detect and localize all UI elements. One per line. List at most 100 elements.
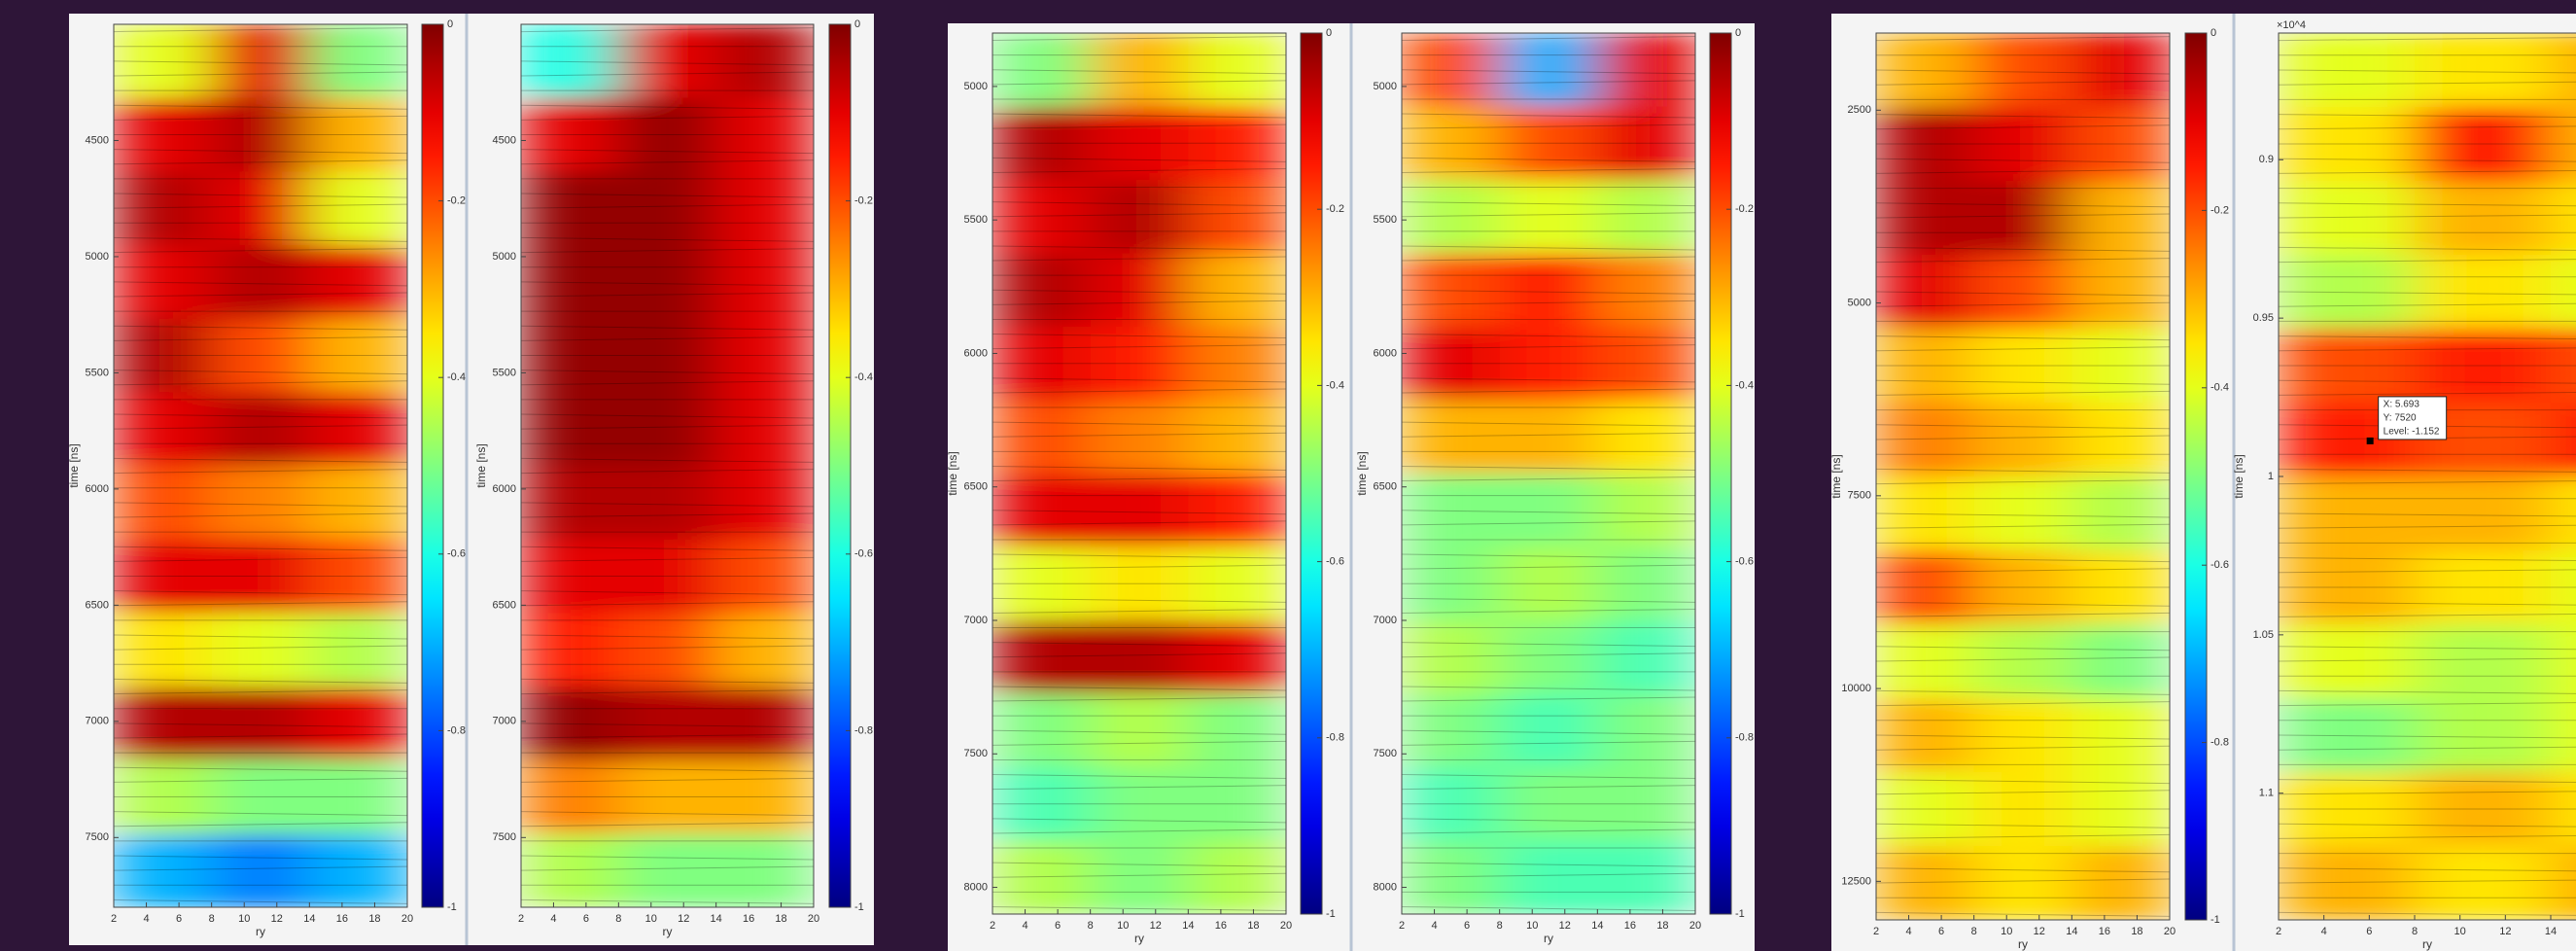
colorbar-tick-label: -0.2 (1326, 203, 1344, 215)
heatmap-cell (212, 245, 310, 319)
heatmap-cell (618, 466, 716, 540)
y-axis-label: time [ns] (474, 443, 488, 487)
colorbar-tick-label: -0.2 (1735, 203, 1754, 215)
y-tick-label: 1.1 (2259, 788, 2274, 799)
x-tick-label: 20 (2164, 926, 2176, 937)
y-tick-label: 10000 (1841, 683, 1871, 694)
heatmap-cell (1597, 254, 1695, 328)
y-tick-label: 0.95 (2253, 312, 2274, 324)
x-tick-label: 2 (1399, 920, 1405, 932)
colorbar-tick-label: -0.8 (854, 724, 873, 736)
x-tick-label: 14 (711, 913, 722, 925)
x-tick-label: 4 (1022, 920, 1027, 932)
y-axis-label: time [ns] (1355, 451, 1369, 495)
heatmap-cell (2415, 698, 2552, 773)
x-tick-label: 4 (1905, 926, 1911, 937)
heatmap-cell (212, 613, 310, 687)
y-tick-label: 5500 (964, 214, 988, 226)
y-tick-label: 1 (2268, 471, 2274, 482)
x-tick-label: 10 (2454, 926, 2466, 937)
y-axis-label: time [ns] (1829, 454, 1843, 498)
x-tick-label: 12 (1559, 920, 1571, 932)
x-tick-label: 16 (2099, 926, 2110, 937)
heatmap-cell (1091, 694, 1189, 768)
colorbar-tick-label: -0.2 (447, 195, 466, 207)
heatmap-cell (716, 245, 815, 319)
heatmap-cell (212, 171, 310, 245)
heatmap-cell (1500, 841, 1598, 915)
colorbar-tick-label: -0.4 (447, 371, 466, 383)
heatmap-cells (1402, 33, 1696, 915)
y-tick-label: 6500 (1374, 481, 1397, 493)
y-tick-label: 6500 (86, 599, 109, 611)
heatmap-cell (2551, 698, 2576, 773)
colorbar-tick-label: -0.2 (854, 195, 873, 207)
x-tick-label: 12 (1150, 920, 1162, 932)
y-axis-label: time [ns] (946, 451, 959, 495)
heatmap-cell (1500, 180, 1598, 254)
y-tick-label: 5000 (1374, 81, 1397, 92)
x-tick-label: 4 (1431, 920, 1437, 932)
colorbar-tick-label: -0.4 (1326, 379, 1344, 391)
y-axis-label: time [ns] (67, 443, 81, 487)
x-tick-label: 20 (1689, 920, 1701, 932)
x-tick-label: 8 (1497, 920, 1503, 932)
heatmap-cell (716, 466, 815, 540)
x-axis-label: ry (2422, 937, 2432, 951)
heatmap-area (2279, 33, 2576, 921)
heatmap-cell (716, 24, 815, 98)
heatmap-cell (1091, 620, 1189, 694)
colorbar-tick-label: -0.8 (2210, 737, 2229, 749)
x-tick-label: 2 (518, 913, 524, 925)
colorbar-tick-label: 0 (854, 18, 860, 30)
y-tick-label: 2500 (1848, 104, 1871, 116)
y-tick-label: 5500 (1374, 214, 1397, 226)
heatmap-cell (1974, 698, 2072, 773)
y-tick-label: 6000 (493, 483, 516, 495)
x-tick-label: 4 (2321, 926, 2327, 937)
heatmap-cell (1500, 620, 1598, 694)
colorbar-tick-label: 0 (447, 18, 453, 30)
y-tick-label: 6000 (964, 347, 988, 359)
heatmap-cell (1597, 694, 1695, 768)
heatmap-cell (1597, 33, 1695, 107)
y-tick-label: 7000 (964, 615, 988, 626)
heatmap-cell (2415, 181, 2552, 256)
colorbar-tick-label: 0 (2210, 27, 2216, 39)
x-tick-label: 10 (1526, 920, 1538, 932)
x-tick-label: 2 (111, 913, 117, 925)
heatmap-cells (521, 24, 815, 908)
y-tick-label: 5000 (1848, 297, 1871, 308)
x-tick-label: 12 (678, 913, 689, 925)
y-tick-label: 8000 (964, 881, 988, 893)
heatmap-cell (2071, 476, 2170, 551)
y-tick-label: 7500 (493, 831, 516, 843)
heatmap-cell (716, 171, 815, 245)
heatmap-cell (2415, 476, 2552, 551)
heatmap-cell (1974, 846, 2072, 921)
x-tick-label: 12 (271, 913, 283, 925)
colorbar-tick-label: -1 (854, 901, 864, 913)
x-tick-label: 14 (1182, 920, 1194, 932)
heatmap-cell (2071, 624, 2170, 699)
y-tick-label: 6500 (964, 481, 988, 493)
datatip-line: Level: -1.152 (2384, 427, 2440, 438)
heatmap-cell (212, 833, 310, 907)
heatmap-cell (618, 613, 716, 687)
heatmap-cell (309, 24, 407, 98)
colorbar-tick-label: -1 (447, 901, 457, 913)
heatmap-cell (2071, 181, 2170, 256)
heatmap-cell (618, 392, 716, 466)
y-tick-label: 7000 (1374, 615, 1397, 626)
y-tick-label: 6000 (1374, 347, 1397, 359)
y-tick-label: 6000 (86, 483, 109, 495)
heatmap-cell (2551, 181, 2576, 256)
y-tick-label: 8000 (1374, 881, 1397, 893)
heatmap-cell (1188, 694, 1286, 768)
x-tick-label: 10 (645, 913, 657, 925)
y-tick-label: 7500 (1848, 490, 1871, 502)
heatmap-cell (309, 392, 407, 466)
heatmap-cell (1597, 620, 1695, 694)
heatmap-cell (2551, 476, 2576, 551)
colorbar-tick-label: -0.6 (2210, 559, 2229, 571)
